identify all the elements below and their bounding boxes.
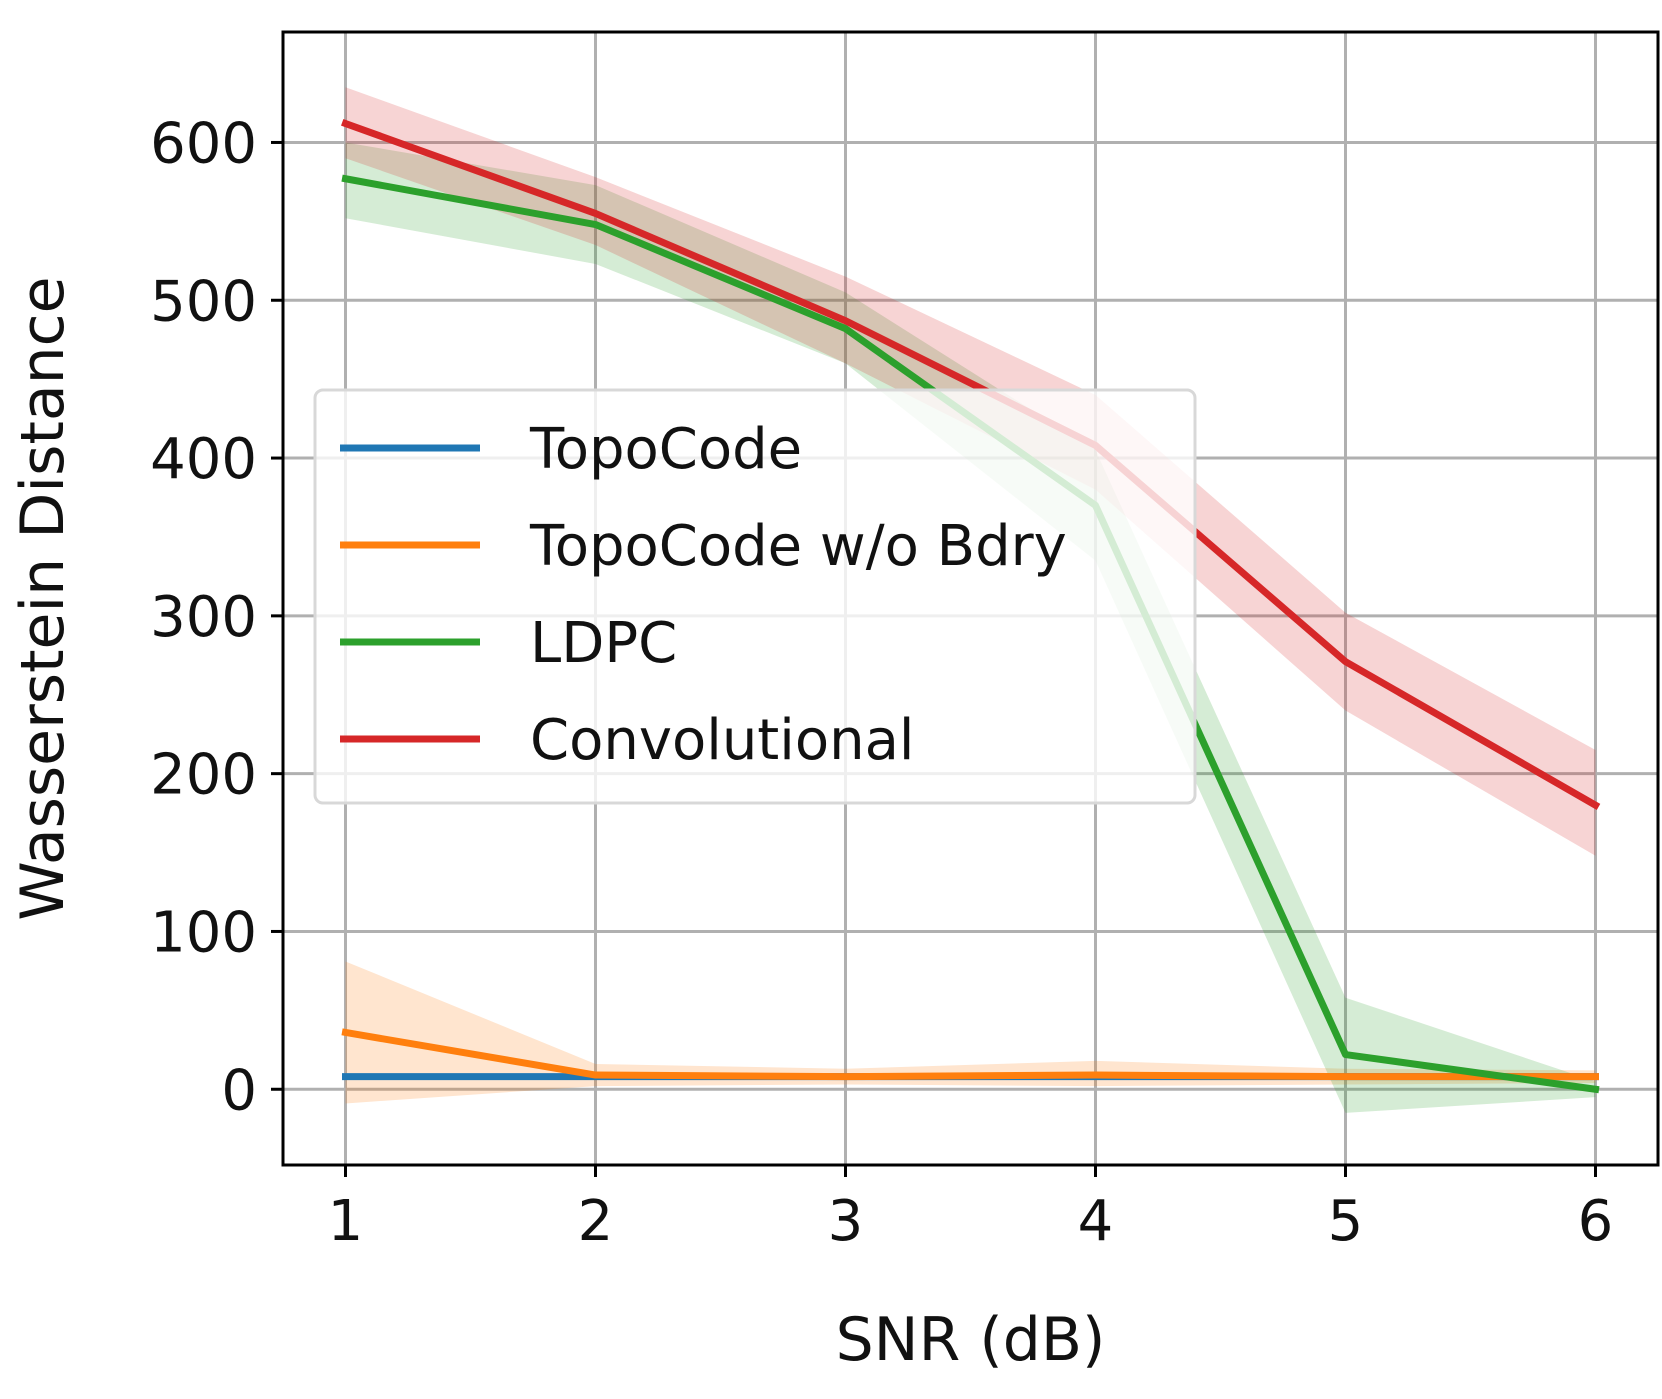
x-tick-label: 5 bbox=[1328, 1189, 1364, 1254]
legend-box bbox=[313, 388, 1197, 805]
legend-label-topocode: TopoCode bbox=[529, 417, 802, 482]
x-axis-ticks: 1 2 3 4 5 6 bbox=[328, 1165, 1614, 1254]
y-axis-label: Wasserstein Distance bbox=[8, 276, 78, 920]
y-tick-label: 400 bbox=[150, 427, 257, 492]
y-axis-ticks: 0 100 200 300 400 500 600 bbox=[150, 111, 283, 1123]
x-tick-label: 4 bbox=[1078, 1189, 1114, 1254]
topocode-w-o-bdry-line bbox=[341, 1028, 1599, 1081]
y-tick-label: 200 bbox=[150, 743, 257, 808]
y-tick-label: 500 bbox=[150, 269, 257, 334]
topocode-w-o-bdry-band bbox=[345, 961, 1596, 1104]
y-tick-label: 300 bbox=[150, 585, 257, 650]
convolutional-line bbox=[341, 119, 1601, 810]
legend-label-ldpc: LDPC bbox=[530, 611, 677, 676]
x-axis-label: SNR (dB) bbox=[836, 1305, 1106, 1375]
legend-label-convolutional: Convolutional bbox=[530, 708, 914, 773]
legend-label-topocode-w-o-bdry: TopoCode w/o Bdry bbox=[529, 514, 1067, 579]
x-tick-label: 3 bbox=[828, 1189, 864, 1254]
y-tick-label: 100 bbox=[150, 900, 257, 965]
confidence-bands bbox=[345, 87, 1596, 1113]
x-tick-label: 2 bbox=[578, 1189, 614, 1254]
series-lines bbox=[341, 119, 1601, 1094]
legend: TopoCode TopoCode w/o Bdry LDPC Convolution… bbox=[313, 388, 1197, 805]
x-tick-label: 1 bbox=[328, 1189, 364, 1254]
ldpc-band bbox=[345, 142, 1596, 1113]
x-tick-label: 6 bbox=[1578, 1189, 1614, 1254]
y-tick-label: 0 bbox=[221, 1058, 257, 1123]
convolutional-band bbox=[345, 87, 1596, 856]
plot-area-frame bbox=[281, 30, 1660, 1167]
y-tick-label: 600 bbox=[150, 111, 257, 176]
